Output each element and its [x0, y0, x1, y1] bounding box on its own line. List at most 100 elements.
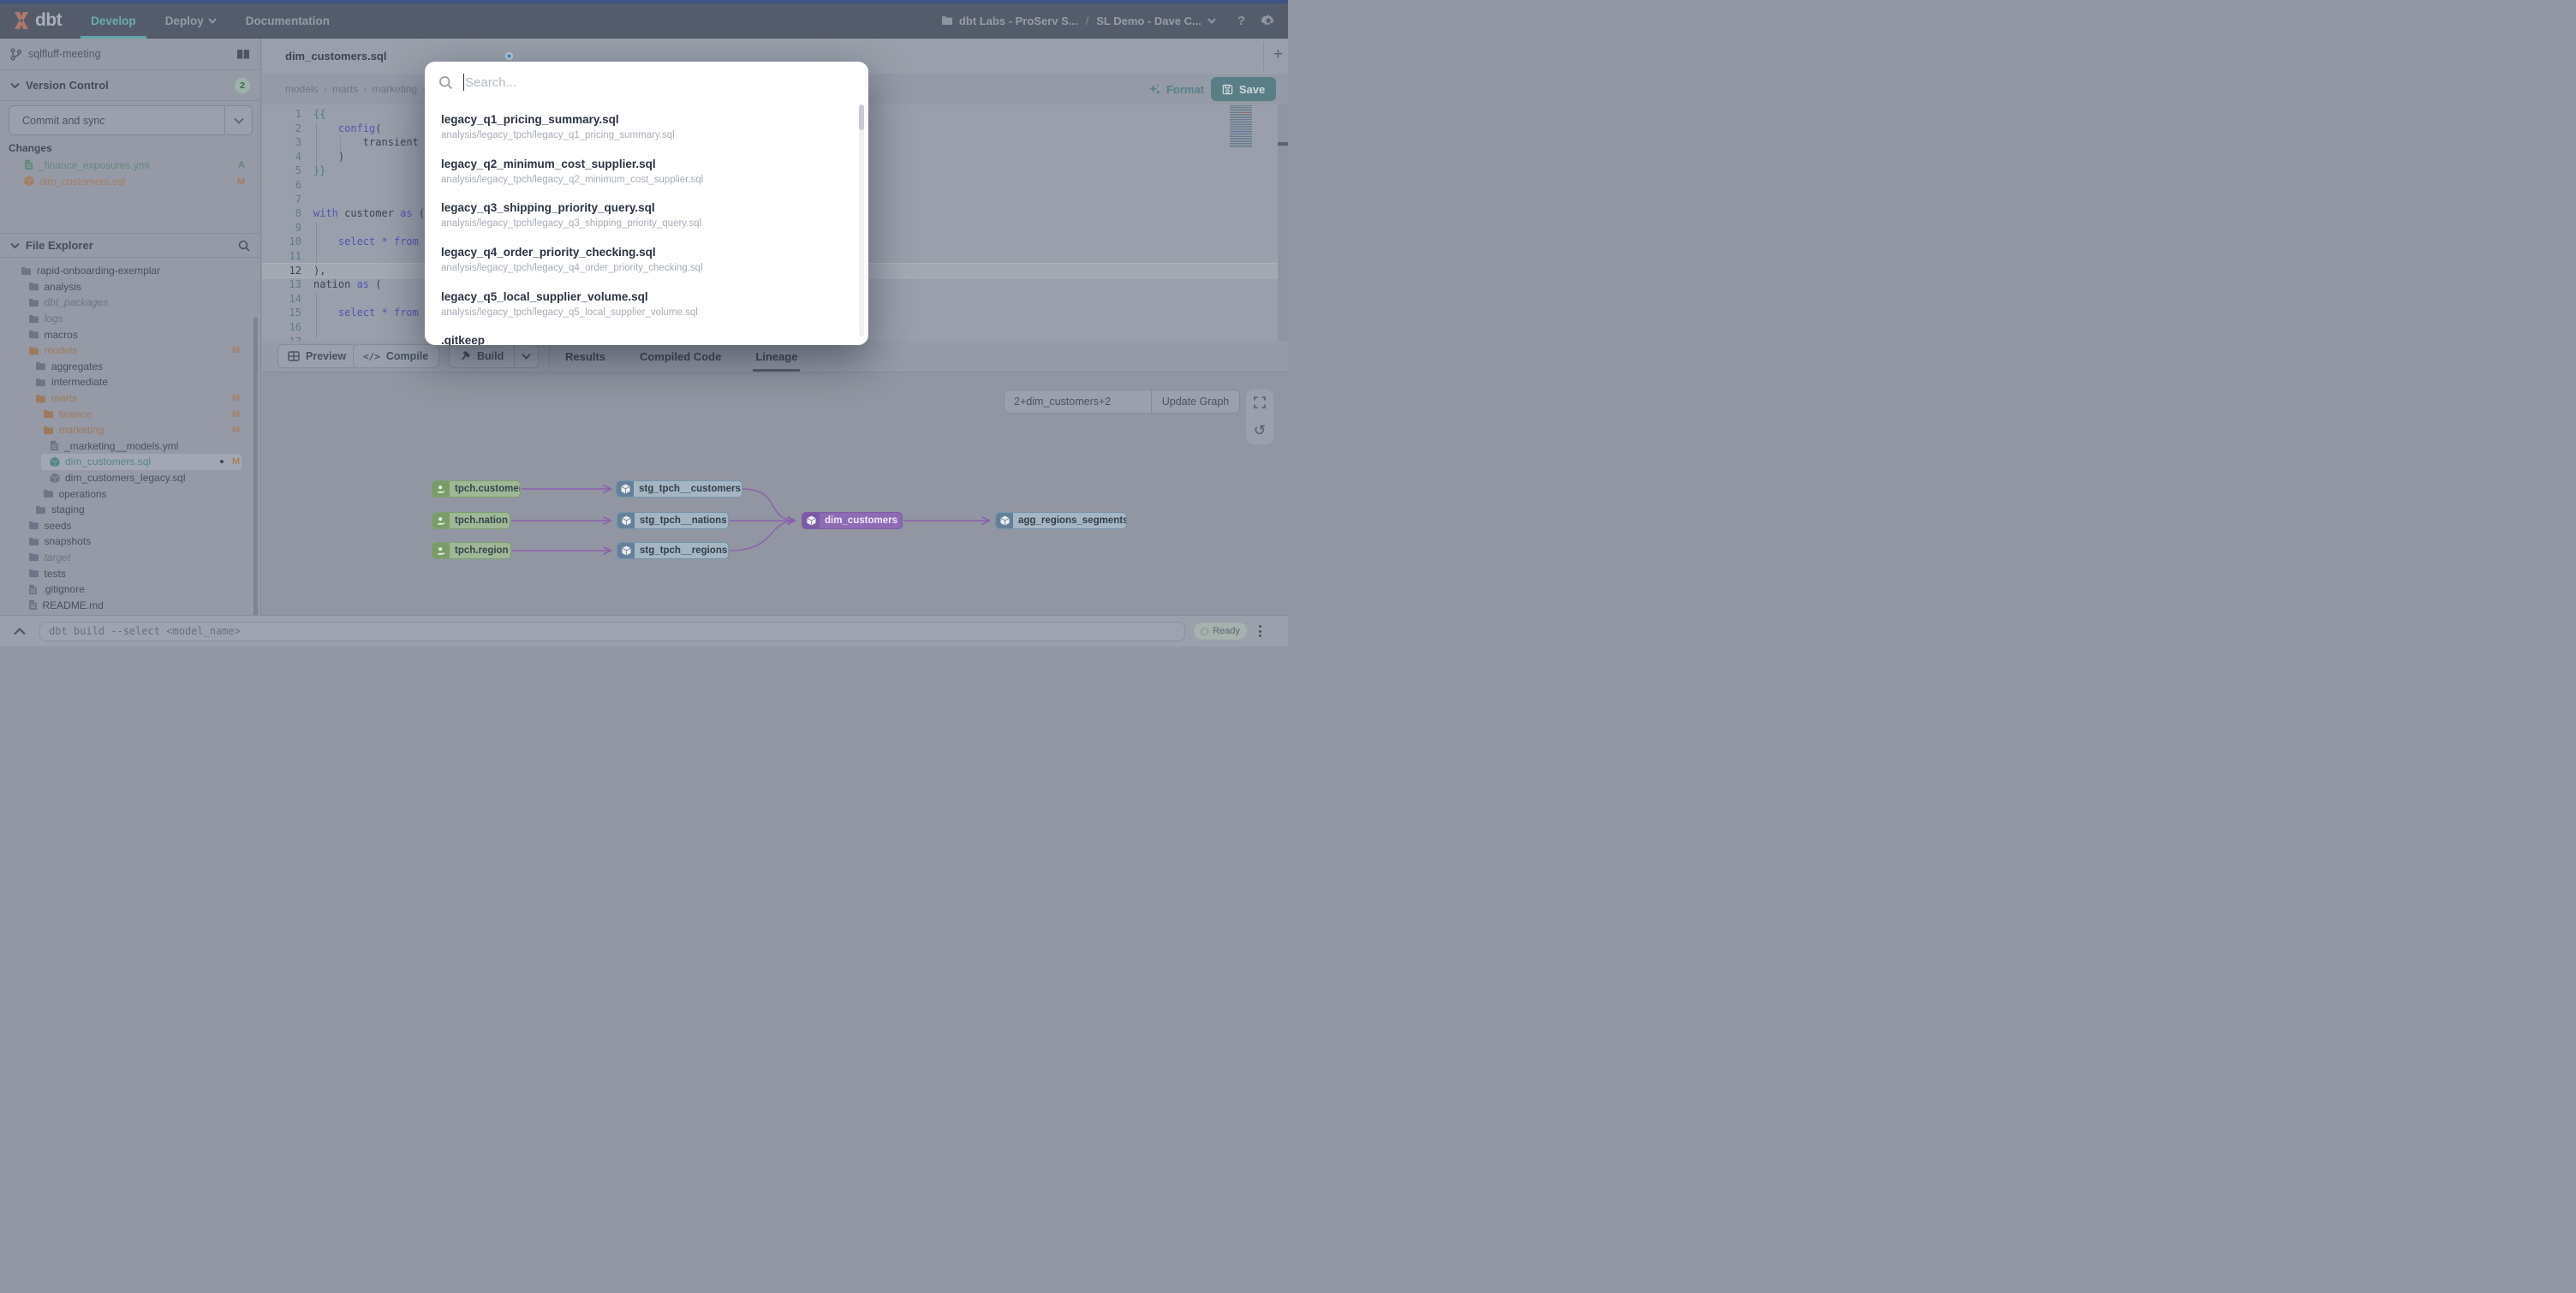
- nav-documentation[interactable]: Documentation: [245, 14, 330, 27]
- git-branch-row[interactable]: sqlfluff-meeting: [0, 39, 260, 70]
- compile-button[interactable]: </> Compile: [353, 344, 440, 368]
- tree-item-target[interactable]: target: [0, 550, 260, 566]
- folder-icon: [28, 569, 39, 578]
- tree-item-snapshots[interactable]: snapshots: [0, 533, 260, 550]
- tree-item-intermediate[interactable]: intermediate: [0, 374, 260, 390]
- chevron-down-icon: [10, 242, 20, 249]
- lineage-node-agg-regions-segments[interactable]: agg_regions_segments: [995, 512, 1127, 529]
- tab-results[interactable]: Results: [565, 349, 605, 363]
- tab-lineage[interactable]: Lineage: [753, 341, 801, 372]
- dbt-logo[interactable]: dbt: [11, 10, 63, 31]
- search-input[interactable]: Search...: [465, 74, 517, 90]
- commit-options-chevron[interactable]: [224, 106, 252, 134]
- tab-dim-customers[interactable]: dim_customers.sql: [285, 39, 513, 74]
- modal-scrollbar[interactable]: [859, 104, 864, 337]
- tree-item-readme-md[interactable]: README.md: [0, 597, 260, 613]
- file-explorer-header[interactable]: File Explorer: [0, 233, 260, 258]
- modal-search-row[interactable]: Search...: [425, 62, 868, 103]
- preview-button[interactable]: Preview: [277, 344, 358, 368]
- code-text: transient = f: [313, 136, 444, 149]
- tree-item-label: seeds: [44, 519, 72, 532]
- search-result-row[interactable]: legacy_q2_minimum_cost_supplier.sql analy…: [425, 147, 868, 192]
- chevron-down-icon[interactable]: [1208, 17, 1216, 24]
- editor-scrollbar[interactable]: [1278, 104, 1288, 341]
- tree-item-macros[interactable]: macros: [0, 326, 260, 343]
- search-result-row[interactable]: .gitkeep: [425, 324, 868, 345]
- lineage-node-tpch-region[interactable]: tpch.region: [432, 542, 511, 559]
- tree-item-label: .gitignore: [42, 583, 85, 596]
- lineage-canvas[interactable]: tpch.customer tpch.nation tpch.region stg_t…: [262, 372, 1288, 615]
- command-input[interactable]: dbt build --select <model_name>: [39, 621, 1185, 641]
- project-name[interactable]: SL Demo - Dave C...: [1096, 14, 1202, 27]
- code-text: ): [313, 150, 345, 163]
- tree-item--gitignore[interactable]: .gitignore: [0, 581, 260, 598]
- search-result-row[interactable]: legacy_q4_order_priority_checking.sql ana…: [425, 235, 868, 280]
- tree-item-label: analysis: [44, 280, 81, 293]
- gear-icon[interactable]: [1261, 14, 1276, 28]
- lineage-node-dim-customers[interactable]: dim_customers: [802, 512, 903, 529]
- code-text: config(: [337, 122, 382, 134]
- lineage-node-stg-tpch-regions[interactable]: stg_tpch__regions: [617, 542, 729, 559]
- nav-deploy[interactable]: Deploy: [165, 3, 217, 39]
- reset-view-icon[interactable]: ↺: [1253, 421, 1267, 438]
- account-name[interactable]: dbt Labs - ProServ S...: [958, 14, 1078, 27]
- tree-item-finance[interactable]: finance M: [0, 406, 260, 422]
- line-number: 14: [289, 292, 301, 305]
- help-icon[interactable]: ?: [1237, 13, 1245, 28]
- tree-item-models[interactable]: models M: [0, 343, 260, 359]
- search-icon[interactable]: [238, 240, 250, 252]
- commit-and-sync-button[interactable]: Commit and sync: [9, 105, 253, 135]
- nav-develop[interactable]: Develop: [80, 3, 146, 39]
- lineage-node-tpch-customer[interactable]: tpch.customer: [432, 480, 521, 498]
- tree-item-seeds[interactable]: seeds: [0, 518, 260, 534]
- file-tree-scrollbar[interactable]: [253, 317, 258, 634]
- new-tab-plus-icon[interactable]: +: [1273, 45, 1283, 63]
- update-graph-button[interactable]: Update Graph: [1151, 390, 1240, 414]
- tree-item-staging[interactable]: staging: [0, 502, 260, 518]
- tree-item-dbt-packages[interactable]: dbt_packages: [0, 295, 260, 311]
- tree-item-analysis[interactable]: analysis: [0, 279, 260, 295]
- line-number: 5: [295, 164, 301, 177]
- lineage-node-stg-tpch-nations[interactable]: stg_tpch__nations: [617, 512, 729, 529]
- docs-book-icon[interactable]: [236, 49, 250, 60]
- breadcrumb-item[interactable]: marts: [332, 83, 359, 95]
- version-control-header[interactable]: Version Control 2: [0, 70, 260, 101]
- tree-item-dim-customers-sql[interactable]: dim_customers.sql M: [0, 454, 260, 470]
- editor-minimap[interactable]: [1230, 105, 1252, 148]
- search-icon: [438, 75, 453, 90]
- tree-item-label: macros: [44, 328, 78, 341]
- lineage-selector-input[interactable]: 2+dim_customers+2: [1004, 390, 1151, 414]
- search-result-row[interactable]: legacy_q1_pricing_summary.sql analysis/le…: [425, 103, 868, 147]
- tree-item--marketing-models-yml[interactable]: _marketing__models.yml: [0, 438, 260, 455]
- kebab-menu-icon[interactable]: [1259, 625, 1261, 637]
- tree-item-marts[interactable]: marts M: [0, 390, 260, 407]
- tree-item-aggregates[interactable]: aggregates: [0, 359, 260, 375]
- tree-item-tests[interactable]: tests: [0, 565, 260, 581]
- chevron-up-icon[interactable]: [14, 627, 26, 635]
- build-options-chevron[interactable]: [514, 345, 538, 367]
- search-results: legacy_q1_pricing_summary.sql analysis/le…: [425, 103, 868, 345]
- change-row[interactable]: dim_customers.sql M: [0, 173, 260, 189]
- tree-item-operations[interactable]: operations: [0, 486, 260, 502]
- tree-item-marketing[interactable]: marketing M: [0, 422, 260, 438]
- cube-icon: [24, 176, 34, 187]
- search-result-row[interactable]: legacy_q5_local_supplier_volume.sql analy…: [425, 280, 868, 325]
- breadcrumb-item[interactable]: marketing: [372, 83, 418, 95]
- tree-item-rapid-onboarding-exemplar[interactable]: rapid-onboarding-exemplar: [0, 263, 260, 279]
- change-row[interactable]: _finance_exposures.yml A: [0, 157, 260, 173]
- top-navbar: dbt Develop Deploy Documentation dbt Lab…: [0, 3, 1288, 39]
- chevron-down-icon: [208, 17, 217, 24]
- search-result-row[interactable]: legacy_q3_shipping_priority_query.sql ana…: [425, 191, 868, 235]
- lineage-node-stg-tpch-customers[interactable]: stg_tpch__customers: [616, 480, 742, 498]
- fullscreen-icon[interactable]: [1254, 396, 1266, 409]
- save-button[interactable]: Save: [1211, 77, 1276, 101]
- line-number: 11: [289, 249, 301, 262]
- breadcrumb-item[interactable]: models: [285, 83, 319, 95]
- format-button[interactable]: Format: [1148, 83, 1204, 96]
- build-button[interactable]: Build: [449, 344, 540, 368]
- tab-compiled-code[interactable]: Compiled Code: [639, 349, 722, 363]
- tree-item-dim-customers-legacy-sql[interactable]: dim_customers_legacy.sql: [0, 470, 260, 486]
- tree-item-logs[interactable]: logs: [0, 311, 260, 327]
- lineage-node-tpch-nation[interactable]: tpch.nation: [432, 512, 510, 529]
- unsaved-dot: [219, 460, 224, 464]
